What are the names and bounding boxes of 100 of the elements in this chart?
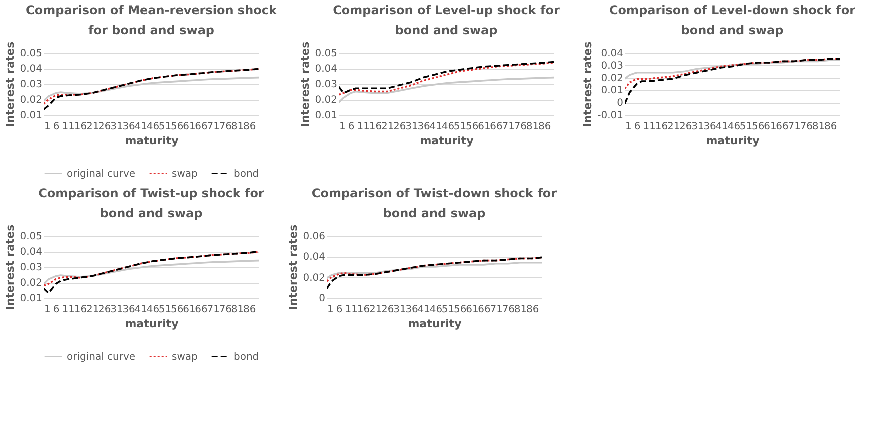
- x-axis-title: maturity: [408, 318, 462, 330]
- chart-title: Comparison of Twist-down shock for bond and swap: [312, 186, 558, 220]
- x-tick-label: 81: [231, 122, 244, 132]
- x-tick-label: 86: [824, 122, 838, 132]
- x-tick-label: 16: [369, 122, 382, 132]
- y-tick-label: 0.01: [20, 294, 42, 304]
- x-tick-label: 51: [442, 304, 455, 316]
- line-series: [625, 60, 840, 80]
- y-tick-label: 0.05: [20, 48, 42, 60]
- x-tick-label: 21: [369, 304, 382, 316]
- x-tick-label: 31: [110, 304, 124, 316]
- x-tick-label: 41: [134, 122, 148, 132]
- x-tick-label: 1: [328, 304, 334, 316]
- y-tick-label: 0.01: [601, 86, 624, 97]
- x-axis-title: maturity: [706, 134, 760, 148]
- x-tick-label: 6: [348, 122, 355, 132]
- x-tick-label: 11: [643, 122, 656, 132]
- x-tick-label: 31: [406, 122, 418, 132]
- y-tick-label: 0.03: [20, 262, 42, 274]
- x-tick-label: 66: [195, 122, 208, 132]
- y-tick-label: 0.04: [20, 247, 42, 258]
- x-tick-label: 76: [514, 122, 528, 132]
- y-axis-title: Interest rates: [4, 41, 18, 128]
- x-tick-label: 86: [538, 122, 552, 132]
- x-tick-label: 46: [146, 304, 160, 316]
- x-tick-label: 36: [406, 304, 418, 316]
- line-series: [44, 251, 259, 286]
- x-tick-label: 26: [394, 122, 406, 132]
- x-tick-label: 1: [44, 122, 51, 132]
- x-tick-label: 81: [526, 122, 540, 132]
- x-tick-label: 86: [526, 304, 540, 316]
- x-tick-label: 36: [122, 122, 136, 132]
- x-tick-label: 56: [171, 304, 184, 316]
- legend-label: bond: [234, 352, 260, 363]
- x-tick-label: 11: [62, 304, 76, 316]
- y-tick-label: 0.05: [20, 232, 42, 242]
- y-tick-label: 0.04: [601, 48, 624, 60]
- x-tick-label: 51: [158, 122, 172, 132]
- x-tick-label: 81: [514, 304, 528, 316]
- chart-title: Comparison of Level-up shock for bond and swap: [333, 3, 560, 38]
- x-tick-label: 46: [728, 122, 741, 132]
- x-tick-label: 36: [418, 122, 430, 132]
- legend-label: swap: [172, 352, 198, 363]
- chart-title: Comparison of Level-down shock for bond and swap: [609, 3, 856, 38]
- y-axis-title: Interest rates: [287, 224, 300, 310]
- x-tick-label: 71: [788, 122, 801, 132]
- y-tick-label: 0.02: [601, 73, 624, 84]
- x-tick-label: 36: [704, 122, 716, 132]
- y-tick-label: 0: [617, 98, 624, 110]
- x-tick-label: 31: [394, 304, 406, 316]
- x-tick-label: 11: [345, 304, 358, 316]
- line-series: [625, 58, 840, 105]
- x-tick-label: 61: [183, 304, 196, 316]
- x-tick-label: 61: [183, 122, 196, 132]
- x-tick-label: 46: [146, 122, 160, 132]
- x-tick-label: 21: [667, 122, 680, 132]
- x-tick-label: 21: [86, 122, 100, 132]
- x-tick-label: 71: [207, 122, 220, 132]
- x-tick-label: 26: [680, 122, 692, 132]
- y-tick-label: -0.01: [598, 110, 624, 122]
- x-tick-label: 61: [478, 122, 491, 132]
- chart-title: Comparison of Mean-reversion shock for bond and swap: [26, 3, 278, 38]
- x-tick-label: 66: [195, 304, 208, 316]
- x-tick-label: 36: [122, 304, 136, 316]
- y-axis-title: Interest rates: [582, 41, 595, 128]
- y-axis-title: Interest rates: [299, 41, 312, 128]
- y-tick-label: 0.03: [601, 60, 624, 72]
- x-tick-label: 66: [478, 304, 491, 316]
- x-tick-label: 26: [98, 304, 112, 316]
- x-tick-label: 1: [44, 304, 51, 316]
- x-tick-label: 56: [171, 122, 184, 132]
- x-tick-label: 71: [502, 122, 515, 132]
- line-series: [327, 262, 542, 280]
- x-tick-label: 56: [466, 122, 479, 132]
- x-tick-label: 6: [336, 304, 343, 316]
- x-tick-label: 66: [776, 122, 789, 132]
- x-tick-label: 51: [158, 304, 172, 316]
- x-tick-label: 6: [634, 122, 641, 132]
- legend-label: original curve: [67, 168, 136, 180]
- y-tick-label: 0.02: [20, 278, 42, 289]
- x-tick-label: 81: [231, 304, 244, 316]
- line-series: [327, 256, 542, 290]
- x-tick-label: 16: [655, 122, 668, 132]
- x-tick-label: 51: [454, 122, 467, 132]
- x-tick-label: 86: [243, 122, 256, 132]
- y-axis-title: Interest rates: [4, 224, 18, 310]
- line-series: [339, 76, 554, 104]
- x-tick-label: 71: [207, 304, 220, 316]
- y-tick-label: 0: [319, 294, 326, 304]
- y-tick-label: 0.02: [20, 95, 42, 106]
- x-tick-label: 41: [430, 122, 442, 132]
- x-tick-label: 16: [74, 122, 88, 132]
- x-tick-label: 26: [98, 122, 112, 132]
- y-tick-label: 0.03: [20, 80, 42, 90]
- x-tick-label: 66: [490, 122, 503, 132]
- x-tick-label: 76: [502, 304, 516, 316]
- x-tick-label: 86: [243, 304, 256, 316]
- x-tick-label: 76: [219, 304, 232, 316]
- x-tick-label: 21: [381, 122, 394, 132]
- y-tick-label: 0.03: [315, 80, 338, 90]
